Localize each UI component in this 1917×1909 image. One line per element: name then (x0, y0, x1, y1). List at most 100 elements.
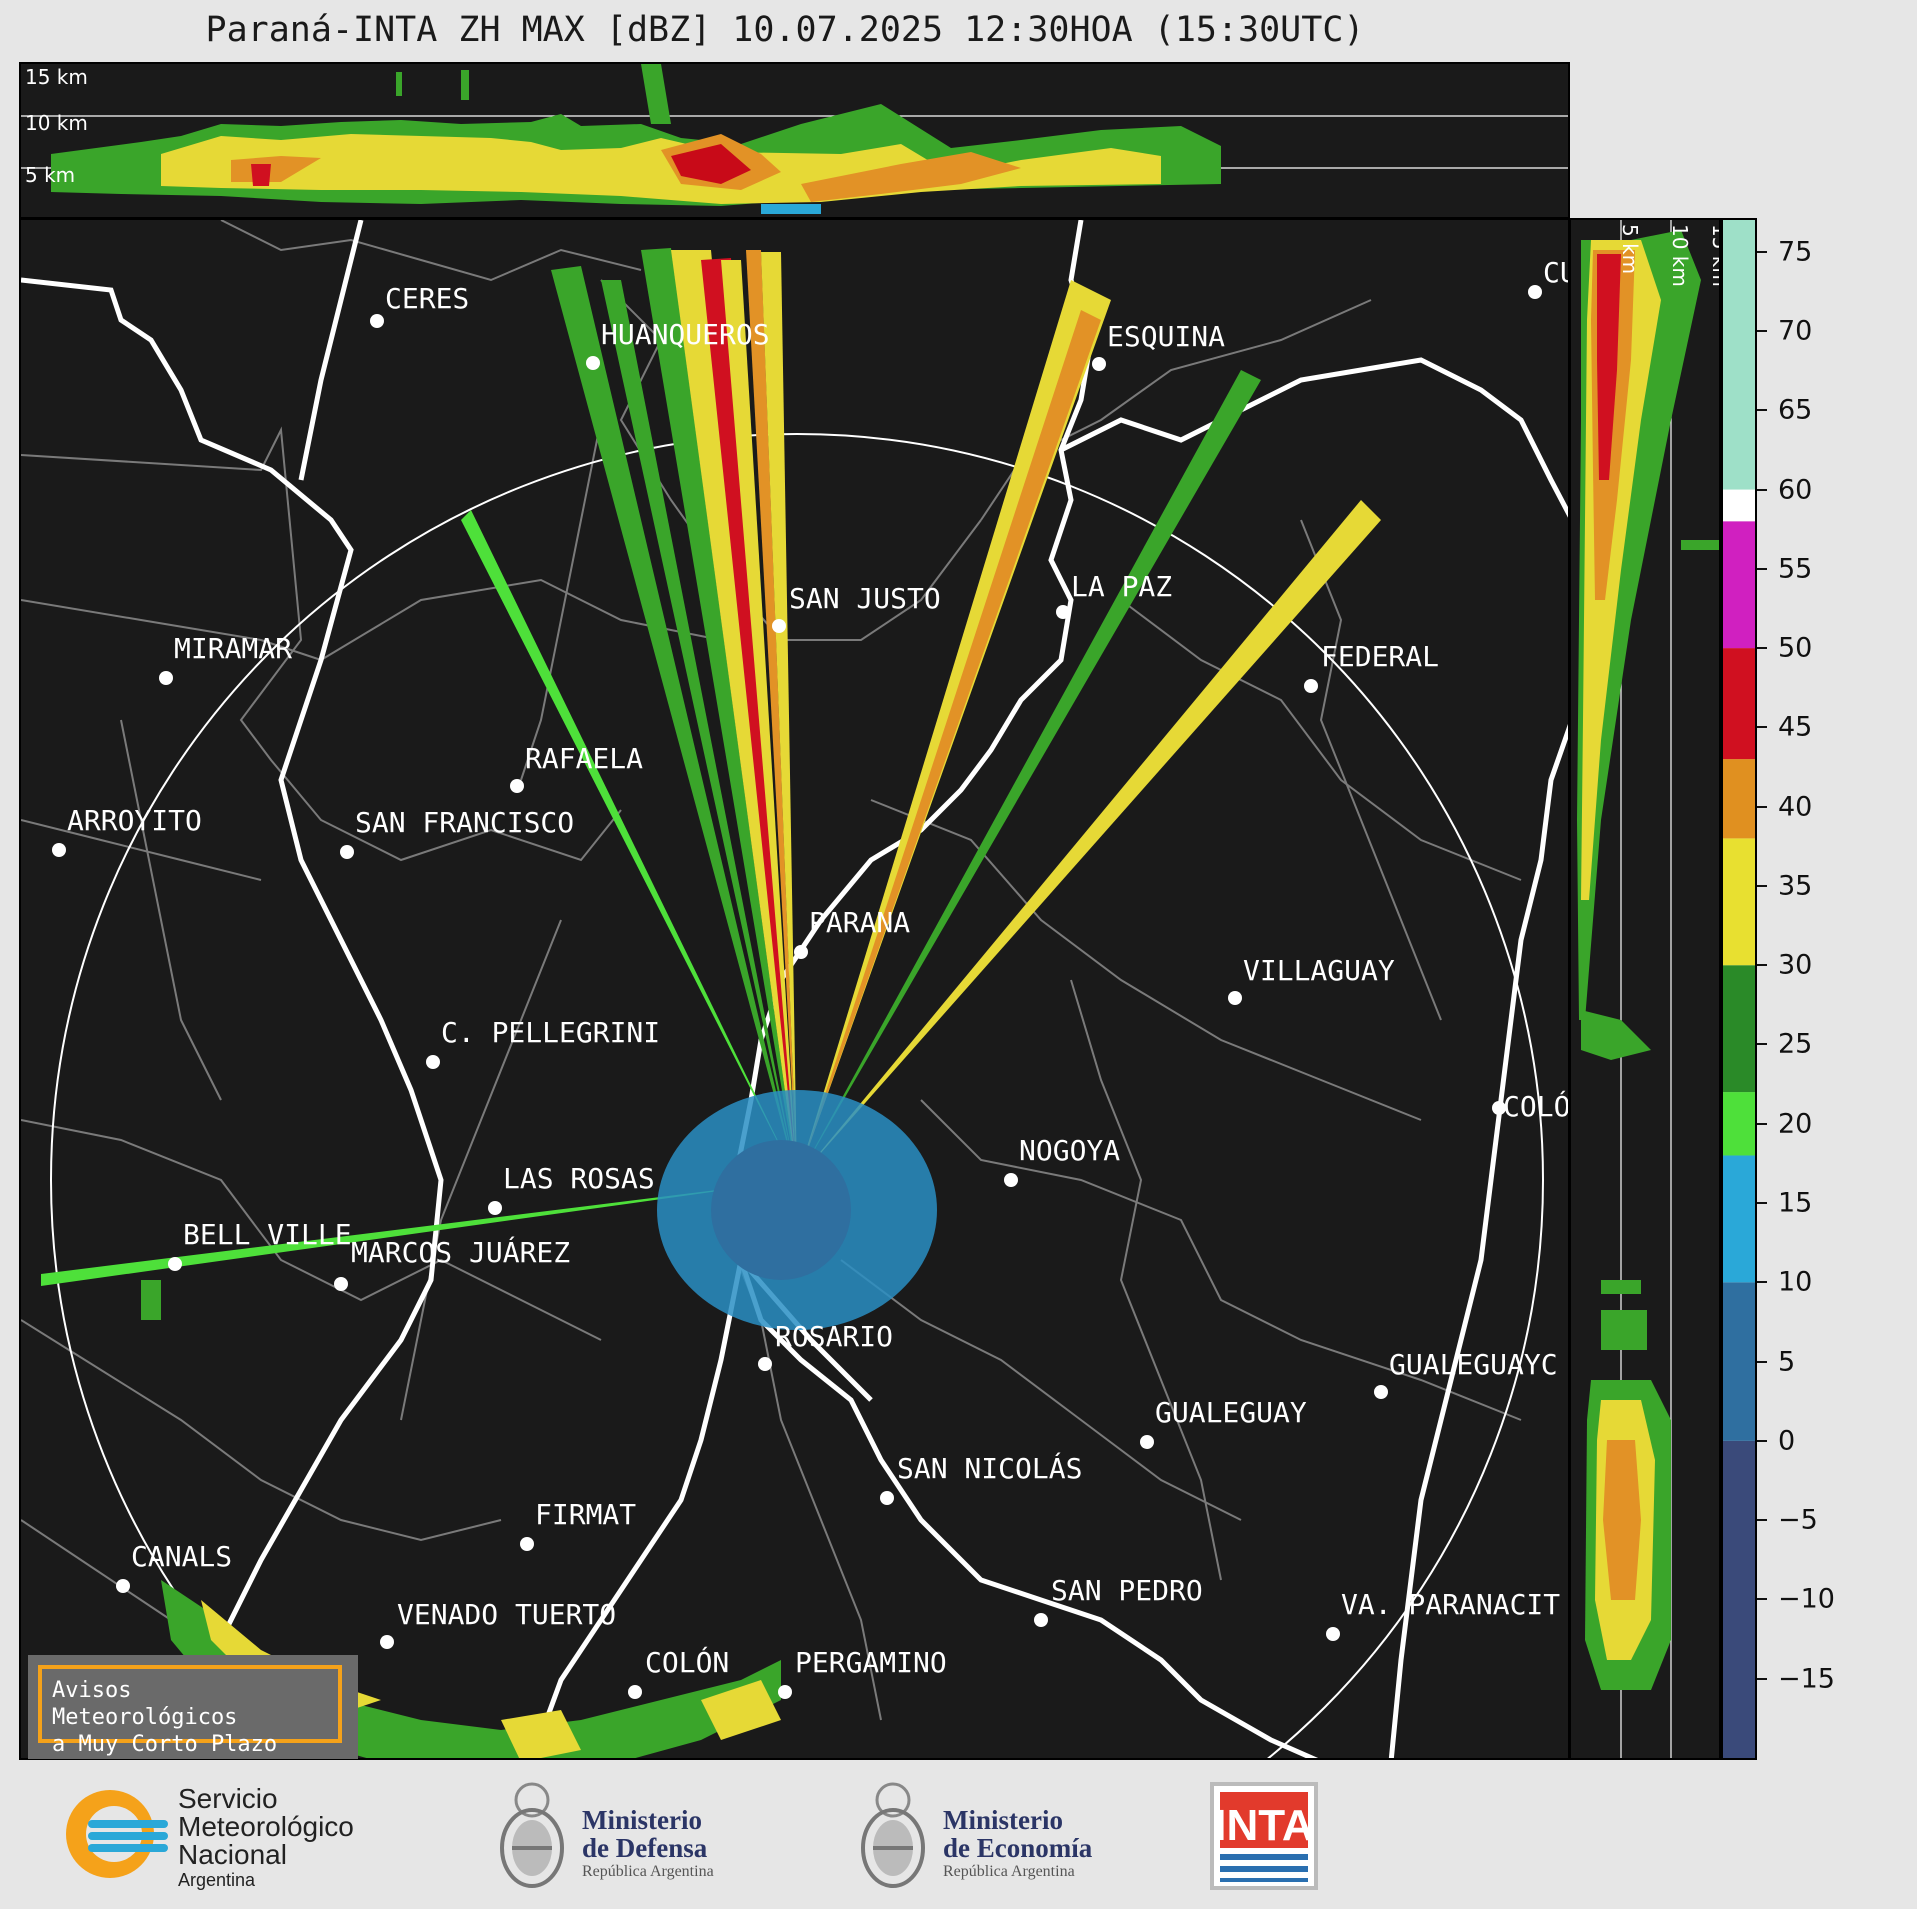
colorbar-tick-mark (1757, 1519, 1767, 1522)
colorbar-tick-mark (1757, 1439, 1767, 1442)
colorbar-tick-label: 35 (1778, 870, 1813, 902)
city-firmat: FIRMAT (520, 1498, 636, 1551)
aviso-label[interactable]: Avisos Meteorológicos a Muy Corto Plazo (38, 1665, 342, 1757)
city-gualeguay: GUALEGUAY (1140, 1396, 1307, 1449)
city-rosario: ROSARIO (758, 1320, 893, 1371)
top-cross-section-panel: 15 km 10 km 5 km (19, 62, 1570, 219)
colorbar-band-8 (1723, 521, 1755, 649)
svg-text:MARCOS JUÁREZ: MARCOS JUÁREZ (351, 1235, 570, 1269)
colorbar-tick-label: 55 (1778, 553, 1813, 585)
radar-echo-beams (41, 248, 1381, 1286)
side-cross-section-panel: 5 km 10 km 15 km (1569, 218, 1721, 1760)
colorbar-tick-mark (1757, 1677, 1767, 1680)
side-altitude-label-15: 15 km (1708, 224, 1721, 287)
svg-text:FIRMAT: FIRMAT (535, 1498, 636, 1531)
defensa-logo-text: Ministerio de Defensa República Argentin… (582, 1806, 714, 1882)
svg-text:COLÓ: COLÓ (1503, 1089, 1570, 1123)
colorbar-tick-mark (1757, 964, 1767, 967)
colorbar-band-1 (1723, 1282, 1755, 1441)
svg-text:BELL VILLE: BELL VILLE (183, 1218, 352, 1251)
colorbar-tick-mark (1757, 1598, 1767, 1601)
colorbar-band-7 (1723, 648, 1755, 760)
province-boundaries (21, 220, 1568, 1758)
city-cu: CU (1528, 256, 1570, 299)
economia-logo-text: Ministerio de Economía República Argenti… (943, 1806, 1092, 1882)
aviso-line2: a Muy Corto Plazo (52, 1732, 278, 1757)
top-altitude-label-5: 5 km (25, 163, 75, 187)
colorbar-tick-mark (1757, 1281, 1767, 1284)
city-colon: COLÓN (628, 1645, 729, 1699)
smn-logo (58, 1786, 170, 1886)
colorbar-band-6 (1723, 759, 1755, 839)
svg-text:C. PELLEGRINI: C. PELLEGRINI (441, 1016, 660, 1049)
argentina-seal-icon (861, 1782, 925, 1888)
colorbar-tick-mark (1757, 329, 1767, 332)
top-altitude-label-15: 15 km (25, 65, 88, 89)
colorbar-band-5 (1723, 838, 1755, 966)
svg-text:GUALEGUAY: GUALEGUAY (1155, 1396, 1307, 1429)
inta-logo: INTA (1210, 1782, 1318, 1894)
svg-text:VILLAGUAY: VILLAGUAY (1243, 954, 1395, 987)
svg-text:LAS ROSAS: LAS ROSAS (503, 1162, 655, 1195)
city-venado-tuerto: VENADO TUERTO (380, 1598, 616, 1649)
city-gualeguayc: GUALEGUAYC (1374, 1348, 1558, 1399)
city-miramar: MIRAMAR (159, 632, 292, 685)
city-san-pedro: SAN PEDRO (1034, 1574, 1203, 1627)
side-altitude-label-10: 10 km (1668, 224, 1692, 287)
colorbar-tick-mark (1757, 1360, 1767, 1363)
colorbar-tick-label: −5 (1778, 1504, 1818, 1536)
smn-line3: Nacional (178, 1839, 287, 1870)
colorbar-tick-label: 50 (1778, 632, 1813, 664)
svg-text:HUANQUEROS: HUANQUEROS (601, 318, 770, 351)
city-esquina: ESQUINA (1092, 320, 1225, 371)
colorbar-bands (1723, 220, 1755, 1758)
svg-text:CANALS: CANALS (131, 1540, 232, 1573)
colorbar-tick-mark (1757, 567, 1767, 570)
colorbar-tick-mark (1757, 726, 1767, 729)
colorbar-tick-label: 45 (1778, 711, 1813, 743)
top-altitude-label-10: 10 km (25, 111, 88, 135)
side-cross-section-plot: 5 km 10 km 15 km (1577, 220, 1721, 1758)
svg-text:CU: CU (1543, 256, 1570, 289)
svg-text:CERES: CERES (385, 282, 469, 315)
city-canals: CANALS (116, 1540, 232, 1593)
city-las-rosas: LAS ROSAS (488, 1162, 655, 1215)
svg-text:NOGOYA: NOGOYA (1019, 1134, 1120, 1167)
colorbar-tick-label: 15 (1778, 1187, 1813, 1219)
colorbar-tick-mark (1757, 409, 1767, 412)
smn-logo-text: Servicio Meteorológico Nacional Argentin… (178, 1785, 354, 1891)
inta-logo-text: INTA (1214, 1801, 1313, 1850)
city-huanqueros: HUANQUEROS (586, 318, 770, 370)
colorbar-tick-label: 0 (1778, 1425, 1796, 1457)
colorbar-tick-mark (1757, 1043, 1767, 1046)
city-ceres: CERES (370, 282, 469, 328)
svg-text:GUALEGUAYC: GUALEGUAYC (1389, 1348, 1558, 1381)
city-san-francisco: SAN FRANCISCO (340, 806, 574, 859)
colorbar-tick-label: 60 (1778, 474, 1813, 506)
city-rafaela: RAFAELA (510, 742, 643, 793)
svg-text:ROSARIO: ROSARIO (775, 1320, 893, 1353)
defensa-seal (494, 1776, 570, 1900)
reflectivity-colorbar (1721, 218, 1757, 1760)
colorbar-tick-label: 70 (1778, 315, 1813, 347)
colorbar-band-2 (1723, 1155, 1755, 1283)
economia-seal (855, 1776, 931, 1900)
colorbar-band-4 (1723, 965, 1755, 1093)
side-altitude-label-5: 5 km (1618, 224, 1642, 274)
colorbar-tick-mark (1757, 884, 1767, 887)
svg-text:PERGAMINO: PERGAMINO (795, 1646, 947, 1679)
city-san-nicolas: SAN NICOLÁS (880, 1451, 1082, 1505)
defensa-line1: Ministerio (582, 1805, 702, 1835)
svg-text:SAN JUSTO: SAN JUSTO (789, 582, 941, 615)
svg-text:SAN FRANCISCO: SAN FRANCISCO (355, 806, 574, 839)
economia-line3: República Argentina (943, 1863, 1075, 1880)
city-san-justo: SAN JUSTO (772, 582, 941, 633)
central-clutter-core (711, 1140, 851, 1280)
svg-text:SAN NICOLÁS: SAN NICOLÁS (897, 1451, 1082, 1485)
svg-text:VENADO TUERTO: VENADO TUERTO (397, 1598, 616, 1631)
colorbar-band-3 (1723, 1092, 1755, 1156)
city-pergamino: PERGAMINO (778, 1646, 947, 1699)
economia-line2: de Economía (943, 1833, 1093, 1863)
colorbar-tick-mark (1757, 1202, 1767, 1205)
radar-map-panel: CERES HUANQUEROS ESQUINA CU SAN JUSTO LA… (19, 218, 1570, 1760)
